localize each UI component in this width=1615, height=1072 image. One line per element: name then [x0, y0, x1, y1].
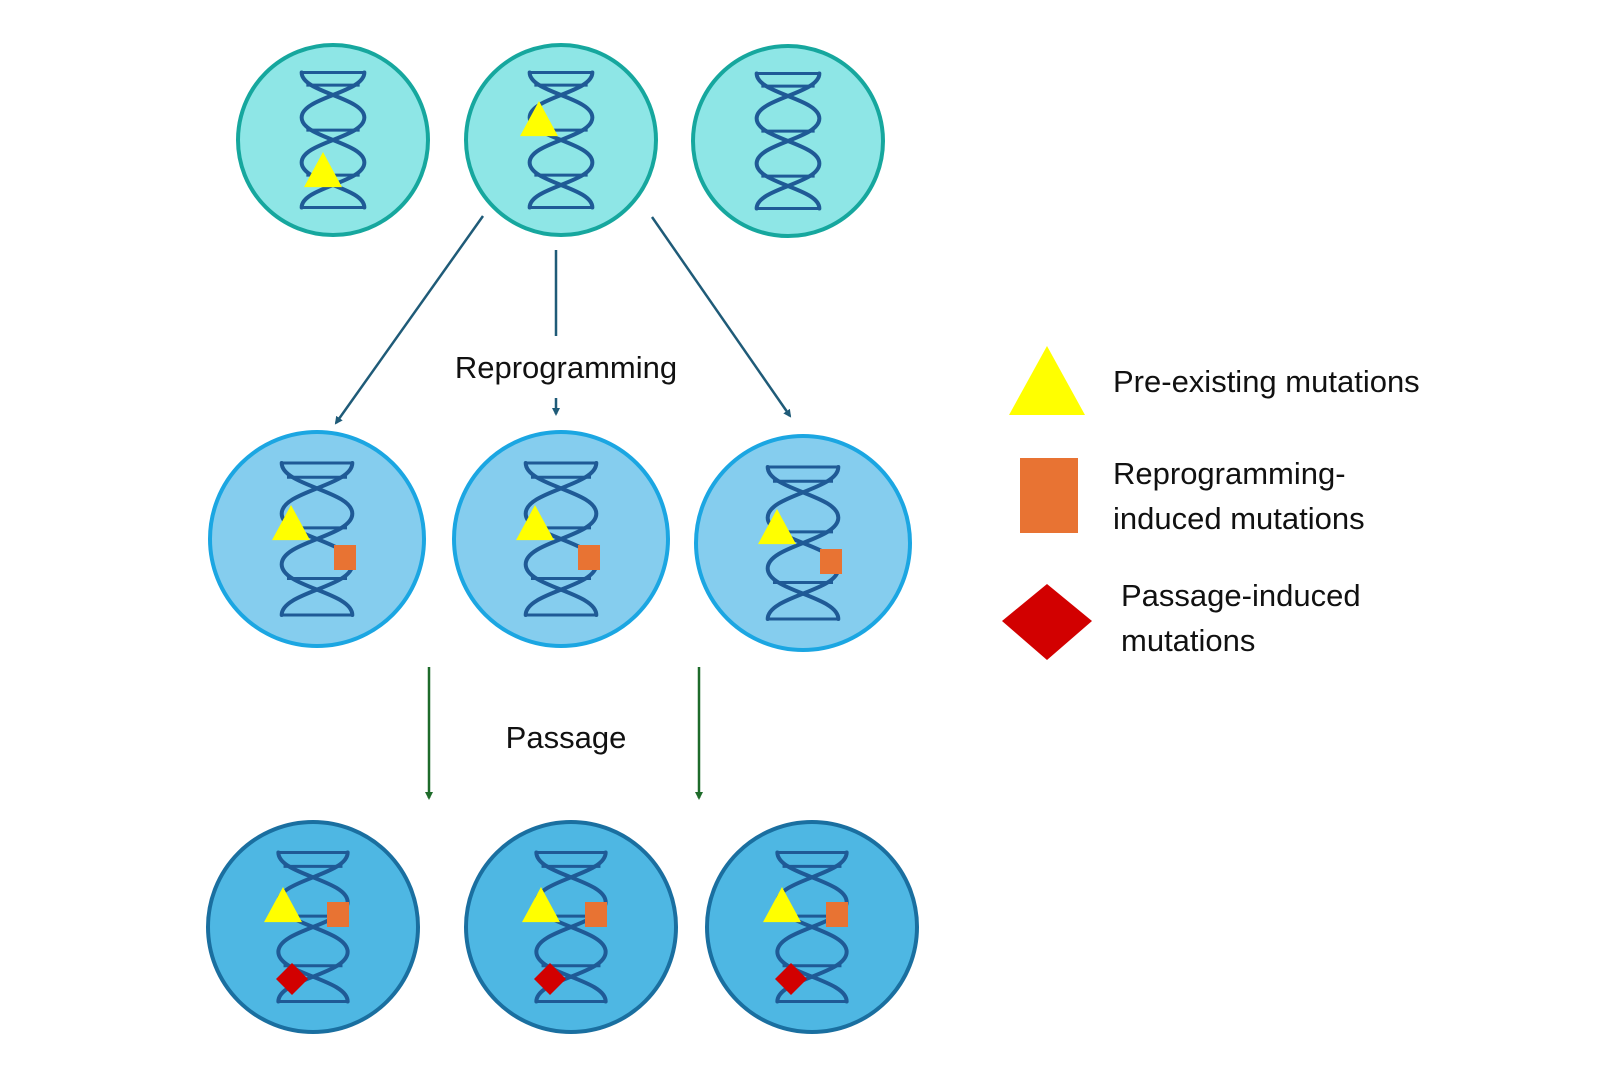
reprogramming-arrows	[334, 215, 792, 425]
triangle-icon	[522, 887, 560, 923]
legend-label-reprogramming-induced-1: Reprogramming-	[1113, 456, 1346, 491]
triangle-icon	[516, 505, 554, 541]
legend-label-pre-existing: Pre-existing mutations	[1113, 364, 1420, 399]
legend-label-passage-induced-2: mutations	[1121, 623, 1255, 658]
passage-label: Passage	[506, 720, 627, 755]
passage-arrows	[425, 667, 703, 800]
square-icon	[820, 549, 842, 574]
triangle-icon	[520, 101, 558, 137]
legend-item-passage-induced: Passage-induced mutations	[1002, 578, 1361, 660]
square-icon	[585, 902, 607, 927]
reprogrammed-ipsc-cell-3	[694, 434, 912, 652]
legend: Pre-existing mutations Reprogramming- in…	[1002, 346, 1420, 660]
somatic-cells-cell-2	[464, 43, 658, 237]
triangle-icon	[304, 152, 342, 188]
dna-helix-icon	[523, 461, 599, 617]
somatic-cells-cell-3	[691, 44, 885, 238]
arrow-icon	[334, 215, 485, 425]
dna-strand	[279, 461, 355, 617]
diamond-icon	[775, 963, 807, 995]
dna-strand	[523, 461, 599, 617]
legend-item-reprogramming-induced: Reprogramming- induced mutations	[1020, 456, 1365, 536]
passaged-ipsc-cell-2	[464, 820, 678, 1034]
dna-helix-icon	[279, 461, 355, 617]
cell-grid	[206, 43, 919, 1034]
reprogrammed-ipsc-cell-1	[208, 430, 426, 648]
triangle-icon	[758, 509, 796, 545]
square-icon	[327, 902, 349, 927]
legend-label-reprogramming-induced-2: induced mutations	[1113, 501, 1365, 536]
dna-strand	[527, 70, 595, 210]
square-icon	[826, 902, 848, 927]
dna-strand	[276, 850, 350, 1004]
dna-strand	[534, 850, 608, 1004]
legend-item-pre-existing: Pre-existing mutations	[1009, 346, 1420, 415]
dna-strand	[754, 71, 822, 211]
passaged-ipsc-cell-3	[705, 820, 919, 1034]
somatic-cells-cell-1	[236, 43, 430, 237]
dna-strand	[775, 850, 849, 1004]
diamond-icon	[276, 963, 308, 995]
dna-helix-icon	[765, 465, 841, 621]
passaged-ipsc-cell-1	[206, 820, 420, 1034]
legend-label-passage-induced-1: Passage-induced	[1121, 578, 1361, 613]
diamond-icon	[1002, 584, 1092, 660]
square-icon	[578, 545, 600, 570]
square-icon	[1020, 458, 1078, 533]
triangle-icon	[763, 887, 801, 923]
reprogramming-label: Reprogramming	[455, 350, 677, 385]
triangle-icon	[1009, 346, 1085, 415]
diamond-icon	[534, 963, 566, 995]
dna-strand	[765, 465, 841, 621]
square-icon	[334, 545, 356, 570]
dna-helix-icon	[754, 71, 822, 211]
triangle-icon	[264, 887, 302, 923]
triangle-icon	[272, 505, 310, 541]
reprogrammed-ipsc-cell-2	[452, 430, 670, 648]
arrow-icon	[650, 216, 792, 418]
